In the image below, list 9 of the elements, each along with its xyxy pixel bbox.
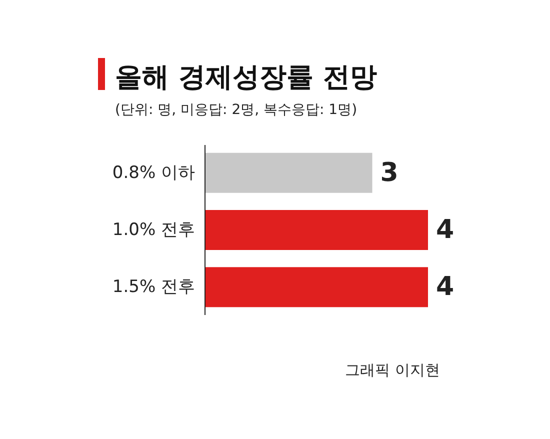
y-tick-label: 1.5% 전후 bbox=[112, 277, 195, 298]
y-tick-label: 1.0% 전후 bbox=[112, 220, 195, 240]
data-label: 4 bbox=[436, 215, 454, 245]
data-label: 4 bbox=[436, 272, 454, 302]
chart-title: 올해 경제성장률 전망 bbox=[115, 62, 377, 93]
text: 그래픽 이지현 bbox=[345, 361, 440, 379]
y-tick-label: 0.8% 이하 bbox=[112, 162, 195, 183]
chart-subtitle: (단위: 명, 미응답: 2명, 복수응답: 1명) bbox=[115, 102, 358, 118]
data-label: 3 bbox=[380, 158, 398, 188]
